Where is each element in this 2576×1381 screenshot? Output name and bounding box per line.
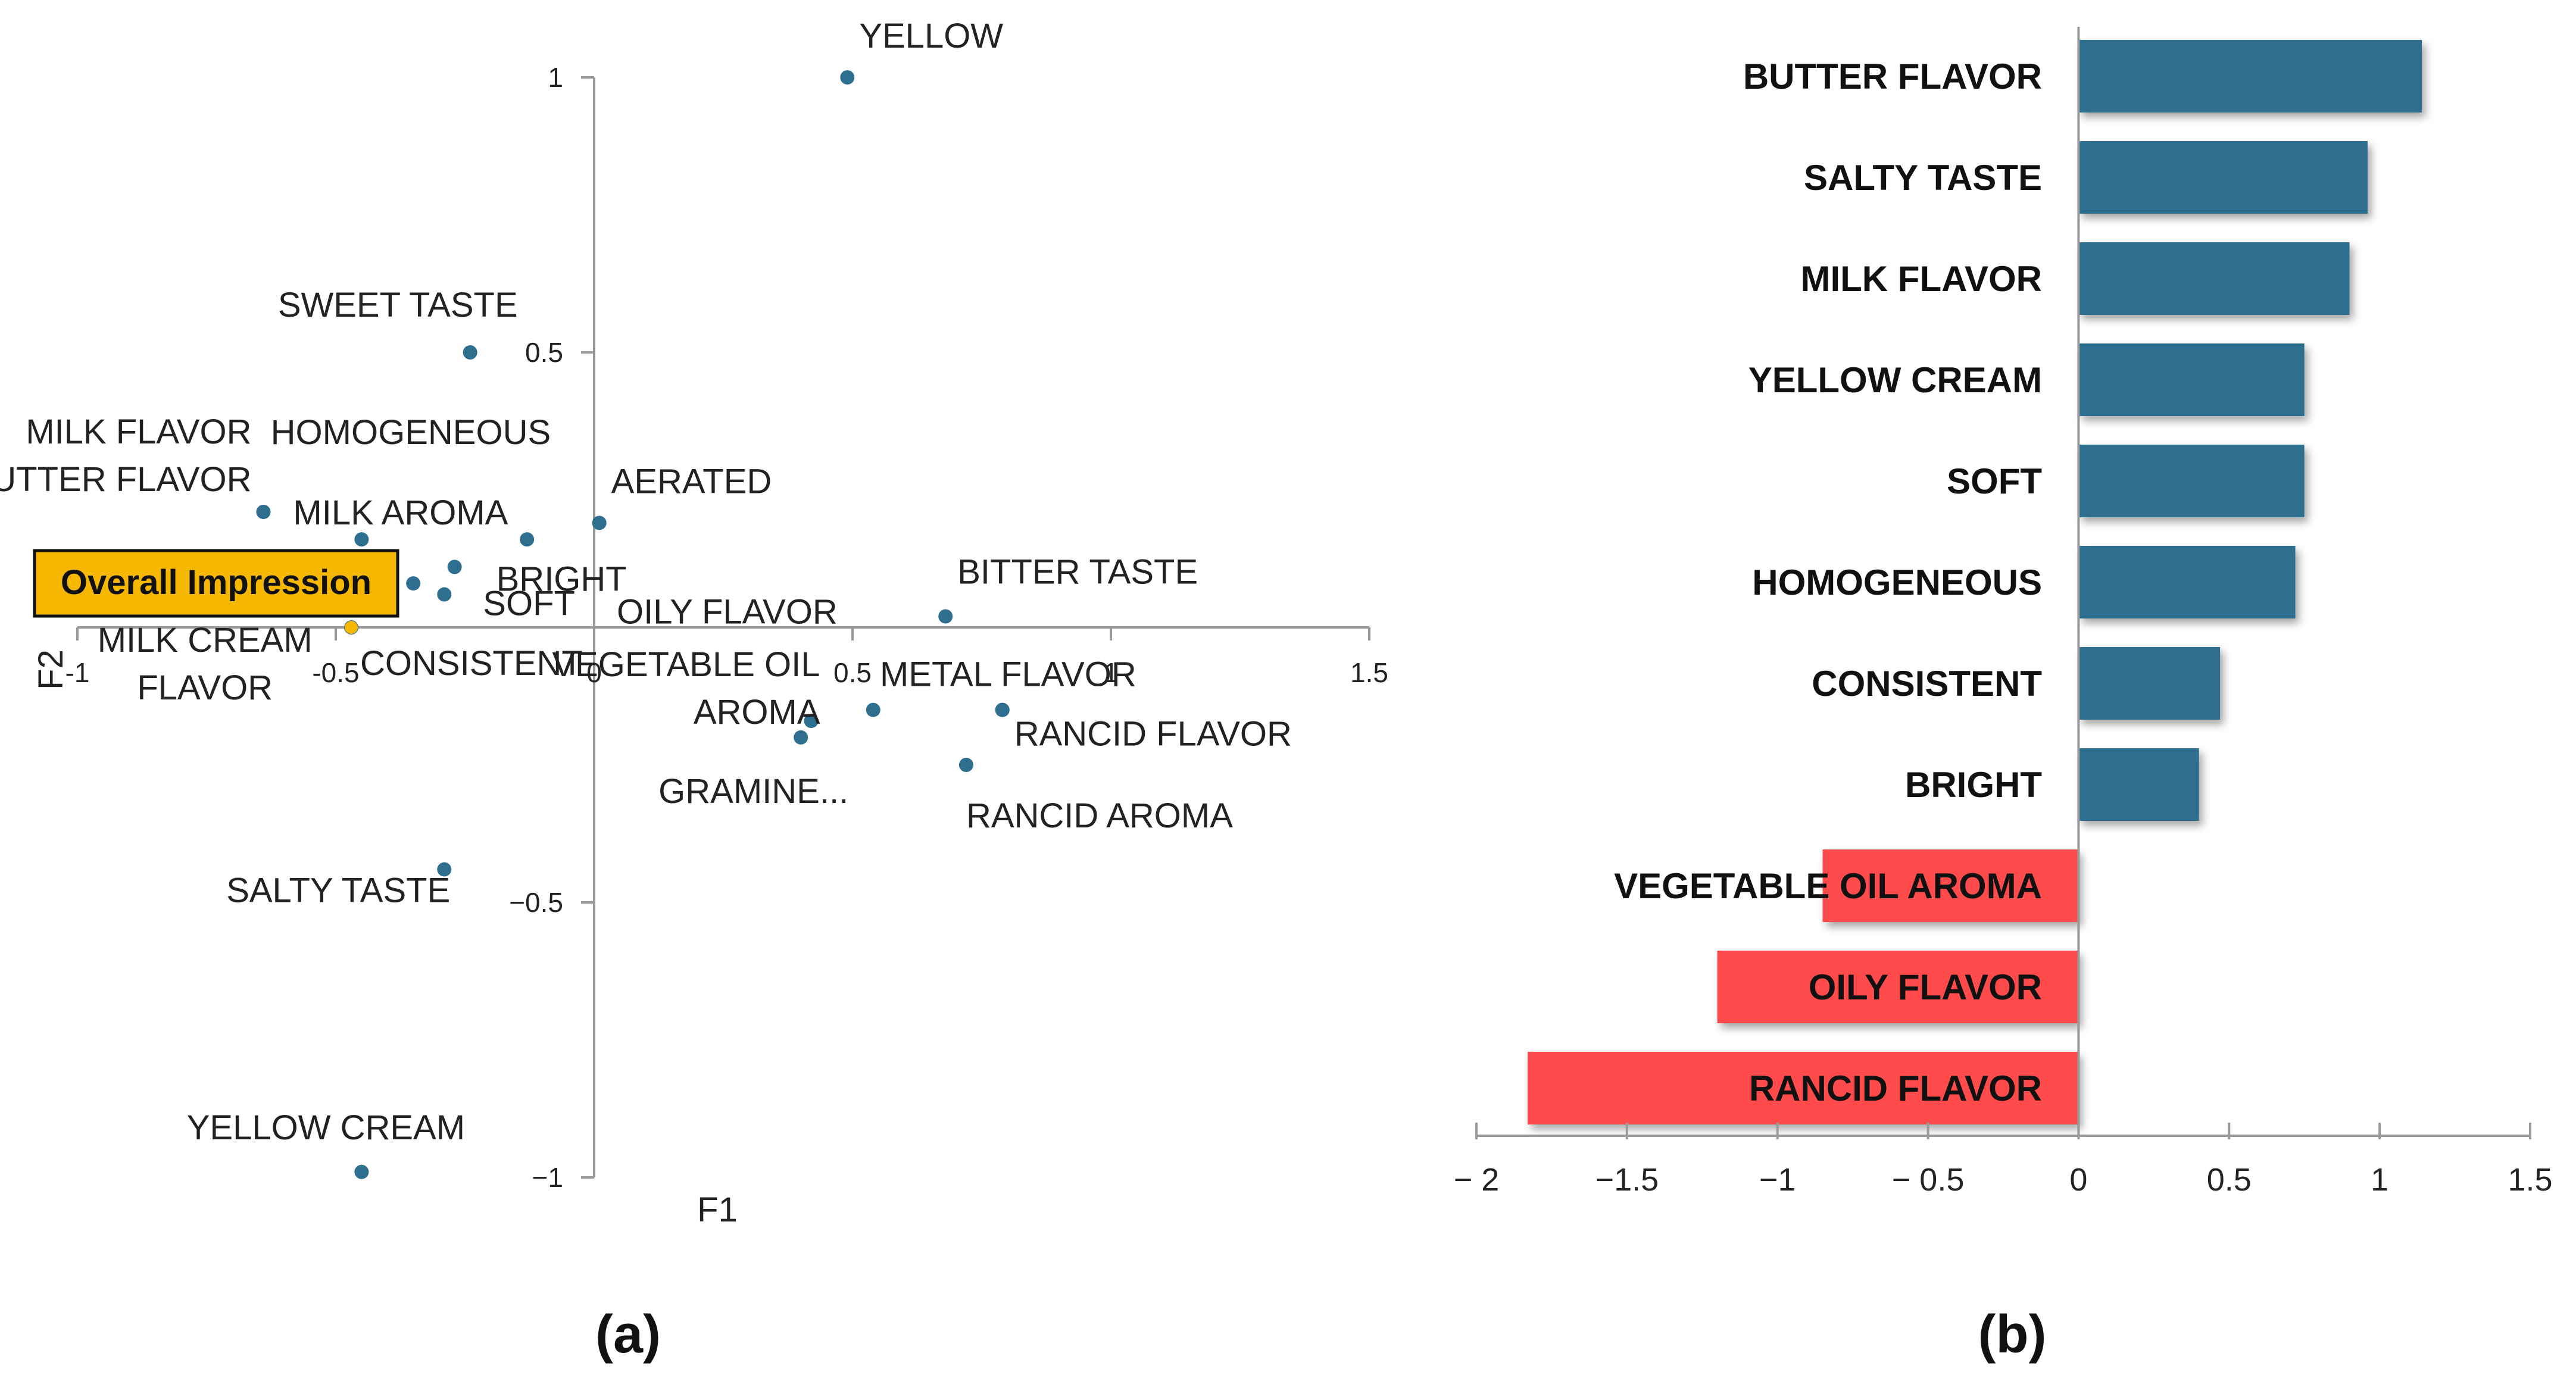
bar-homogeneous: [2078, 546, 2296, 618]
bar-soft: [2078, 445, 2305, 517]
point-bitter-taste: [938, 609, 953, 624]
point-label-aerated: AERATED: [611, 462, 772, 501]
point-label-soft: SOFT: [483, 585, 575, 623]
bar-label-milk-flavor: MILK FLAVOR: [1801, 259, 2043, 299]
x-tick-label: 1: [2371, 1162, 2388, 1198]
bar-label-yellow-cream: YELLOW CREAM: [1748, 360, 2042, 400]
x-tick-label: −1: [1759, 1162, 1796, 1198]
point-salty-taste: [437, 862, 452, 877]
point-yellow-cream: [354, 1164, 369, 1179]
point-milk-cream-flavor: [406, 576, 421, 591]
bar-axes: − 2 −1.5 −1 − 0.5 0 0.5 1 1.5: [1454, 27, 2553, 1198]
point-overall-impression: [345, 621, 358, 634]
point-label-salty-taste: SALTY TASTE: [226, 871, 450, 910]
x-tick-label: 1.5: [1350, 657, 1388, 688]
x-tick-label: 0.5: [833, 657, 872, 688]
x-tick-label: − 0.5: [1892, 1162, 1965, 1198]
bar-series: [1527, 40, 2422, 1124]
point-vegetable-oil-aroma: [804, 714, 819, 729]
x-axis-title: F1: [697, 1191, 738, 1229]
bar-milk-flavor: [2078, 242, 2350, 315]
bar-label-butter-flavor: BUTTER FLAVOR: [1743, 57, 2042, 96]
bar-label-salty-taste: SALTY TASTE: [1804, 158, 2042, 198]
point-soft: [437, 587, 452, 602]
point-label-gramine: GRAMINE...: [658, 772, 848, 811]
point-label-homogeneous: HOMOGENEOUS: [271, 413, 551, 452]
bar-butter-flavor: [2078, 40, 2422, 113]
overall-impression-box: [33, 549, 399, 618]
x-tick-label: 0: [2069, 1162, 2087, 1198]
x-tick-label: -1: [65, 657, 90, 688]
bar-consistent: [2078, 647, 2221, 720]
bar-label-vegetable-oil-aroma: VEGETABLE OIL AROMA: [1614, 866, 2042, 906]
point-label-vegetable-oil-aroma: AROMA: [694, 693, 820, 732]
point-label-milk-flavor: MILK FLAVOR: [26, 413, 251, 451]
x-tick-label: −1.5: [1595, 1162, 1659, 1198]
bar-bright: [2078, 748, 2199, 821]
point-label-milk-aroma: MILK AROMA: [293, 493, 508, 532]
bar-label-rancid-flavor: RANCID FLAVOR: [1749, 1068, 2042, 1108]
point-label-oily-flavor: OILY FLAVOR: [617, 593, 838, 632]
point-butter-flavor: [256, 504, 271, 519]
point-milk-aroma: [354, 532, 369, 547]
scatter-ticks: -1 -0.5 0 0.5 1 1.5 1 0.5 −0.5 −1: [65, 62, 1388, 1193]
bar-yellow-cream: [2078, 343, 2305, 416]
point-label-yellow-cream: YELLOW CREAM: [187, 1108, 465, 1147]
y-tick-label: 1: [548, 62, 563, 93]
point-rancid-aroma: [958, 758, 973, 772]
point-rancid-flavor: [995, 702, 1010, 717]
bar-label-consistent: CONSISTENT: [1812, 664, 2042, 704]
point-bright: [447, 560, 462, 574]
x-tick-label: 0.5: [2207, 1162, 2252, 1198]
point-label-consistent: CONSISTENT: [360, 644, 583, 683]
point-label-bright: BRIGHT: [497, 560, 627, 598]
point-homogeneous: [520, 532, 535, 547]
overall-impression-label: Overall Impression: [61, 563, 371, 602]
x-tick-label: 1.5: [2508, 1162, 2552, 1198]
y-tick-label: −1: [532, 1162, 563, 1193]
point-label-rancid-flavor: RANCID FLAVOR: [1014, 715, 1292, 754]
overall-impression-callout: Overall Impression: [33, 549, 399, 618]
y-axis-title: F2: [32, 649, 70, 690]
point-label-vegetable-oil-aroma: VEGETABLE OIL: [552, 645, 820, 684]
x-tick-label: − 2: [1454, 1162, 1500, 1198]
panel-label-b: (b): [1978, 1305, 2047, 1364]
point-label-yellow: YELLOW: [859, 17, 1003, 55]
point-aerated: [592, 515, 607, 530]
x-tick-label: 0: [586, 657, 602, 688]
scatter-points: YELLOW SWEET TASTE MILK FLAVOR BUTTER FLAVO…: [0, 17, 1292, 1179]
bar-salty-taste: [2078, 141, 2368, 214]
point-gramine: [794, 730, 808, 745]
bar-vegetable-oil-aroma: [1822, 849, 2079, 922]
bar-label-bright: BRIGHT: [1905, 765, 2042, 805]
point-label-metal-flavor: METAL FLAVOR: [880, 655, 1136, 694]
point-label-rancid-aroma: RANCID AROMA: [966, 796, 1233, 835]
bar-category-labels: BUTTER FLAVOR SALTY TASTE MILK FLAVOR YELLO…: [1614, 57, 2042, 1108]
y-tick-label: −0.5: [509, 887, 563, 918]
scatter-chart-panel-a: -1 -0.5 0 0.5 1 1.5 1 0.5 −0.5 −1 YELLOW SWEET TAS…: [0, 17, 1388, 1364]
point-label-milk-cream-flavor: MILK CREAM: [98, 621, 313, 660]
x-tick-label: -0.5: [312, 657, 359, 688]
point-sweet-taste: [463, 345, 477, 360]
point-label-bitter-taste: BITTER TASTE: [957, 553, 1198, 592]
panel-label-a: (a): [595, 1305, 661, 1364]
point-label-sweet-taste: SWEET TASTE: [278, 286, 518, 324]
x-tick-label: 1: [1103, 657, 1119, 688]
bar-chart-panel-b: − 2 −1.5 −1 − 0.5 0 0.5 1 1.5 BUTTER FLAVOR SALT…: [1454, 27, 2553, 1364]
point-oily-flavor: [866, 702, 880, 717]
point-label-butter-flavor: BUTTER FLAVOR: [0, 460, 251, 499]
point-label-milk-cream-flavor: FLAVOR: [137, 668, 273, 707]
bar-oily-flavor: [1717, 951, 2079, 1023]
bar-label-soft: SOFT: [1947, 461, 2042, 501]
bar-rancid-flavor: [1527, 1052, 2079, 1124]
point-yellow: [840, 70, 855, 85]
bar-label-oily-flavor: OILY FLAVOR: [1809, 967, 2042, 1007]
bar-label-homogeneous: HOMOGENEOUS: [1752, 563, 2042, 602]
y-tick-label: 0.5: [525, 337, 563, 368]
